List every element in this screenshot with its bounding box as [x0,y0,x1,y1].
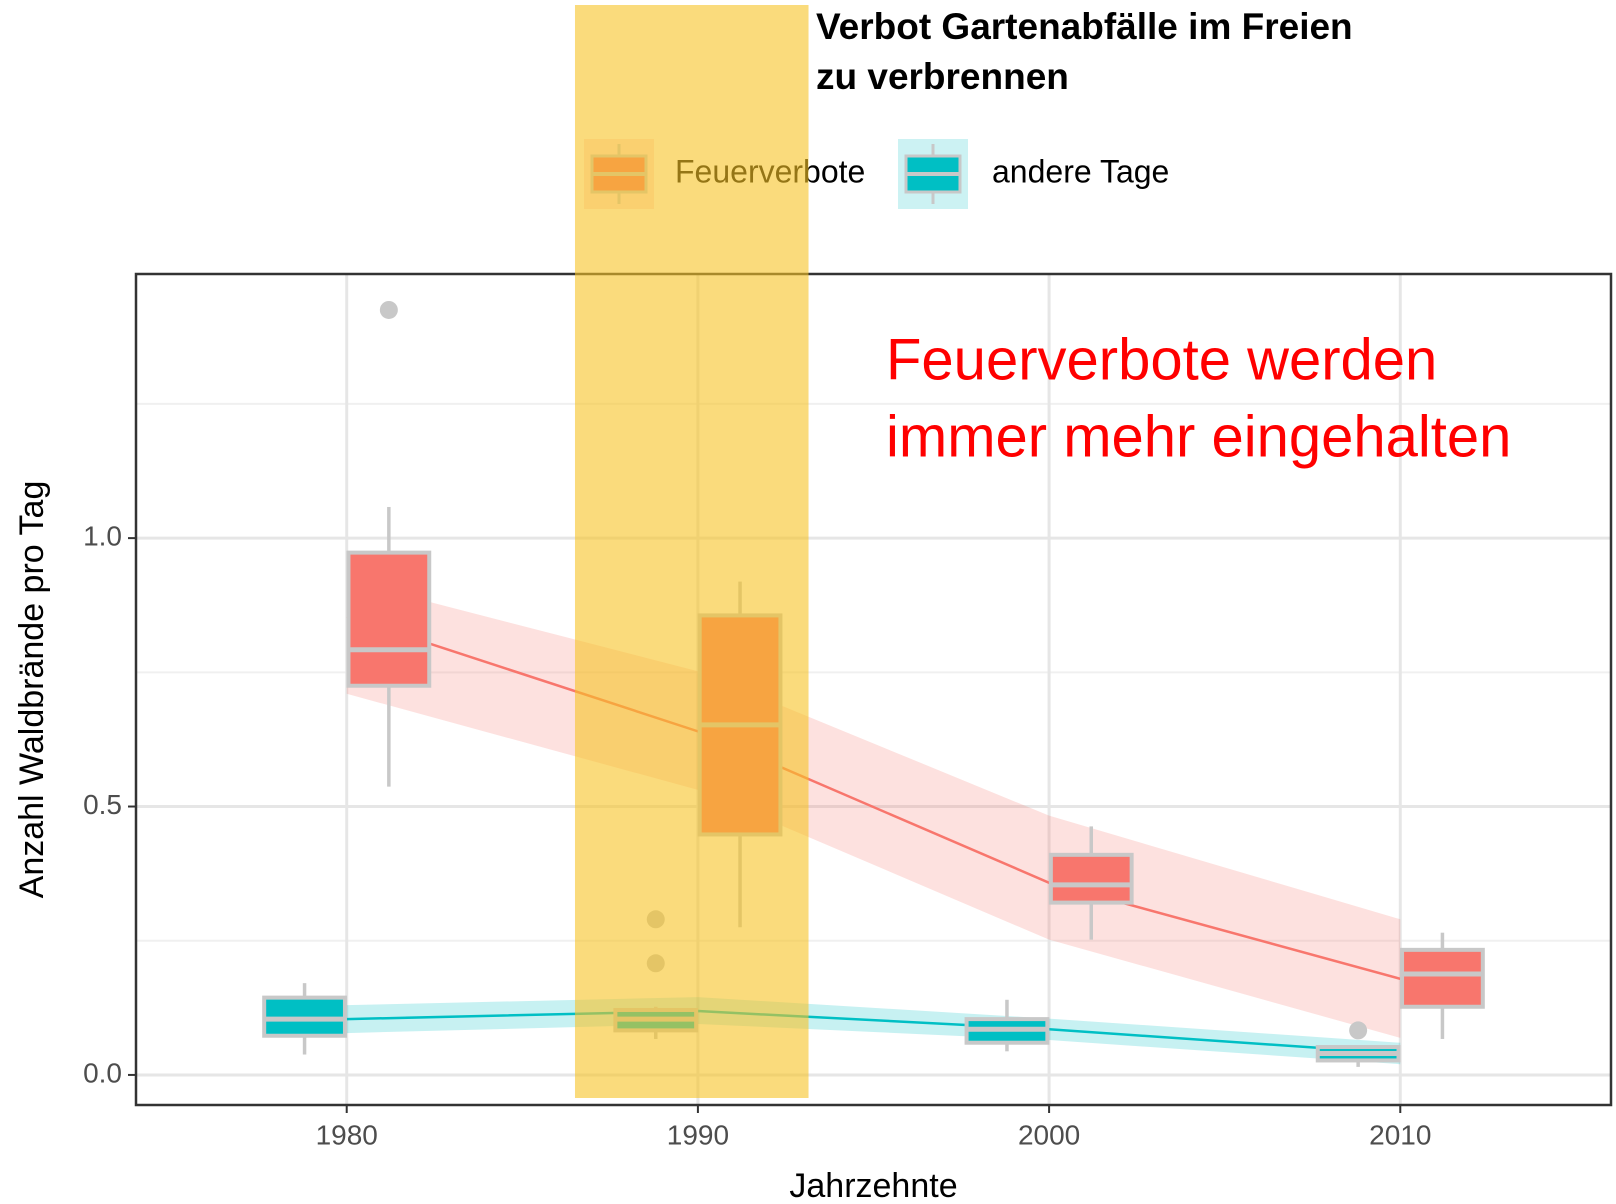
x-axis-title: Jahrzehnte [789,1167,957,1204]
trend-line [346,615,1401,981]
outlier [1349,1021,1368,1040]
confidence-ribbon [346,997,1401,1065]
x-tick-label: 2000 [1018,1119,1080,1150]
highlight-band [574,5,809,1098]
y-axis-title: Anzahl Waldbrände pro Tag [13,481,51,899]
y-tick-label: 0.5 [83,789,122,820]
legend-label: andere Tage [992,153,1169,189]
y-tick-label: 1.0 [83,521,122,552]
box [1400,947,1485,1009]
y-tick-label: 0.0 [83,1057,122,1088]
plot-border [134,272,1613,1107]
annotation: Feuerverbote werden [886,327,1437,392]
outlier [379,300,398,319]
x-tick-label: 1980 [316,1119,378,1150]
x-tick-label: 2010 [1369,1119,1431,1150]
box [346,550,432,688]
annotation: immer mehr eingehalten [886,404,1511,469]
confidence-ribbon [346,580,1401,1038]
trend-line [346,1009,1401,1055]
box [1048,852,1134,905]
highlight-title: Verbot Gartenabfälle im Freien [816,6,1353,47]
x-tick-label: 1990 [667,1119,729,1150]
highlight-title: zu verbrennen [816,56,1069,97]
